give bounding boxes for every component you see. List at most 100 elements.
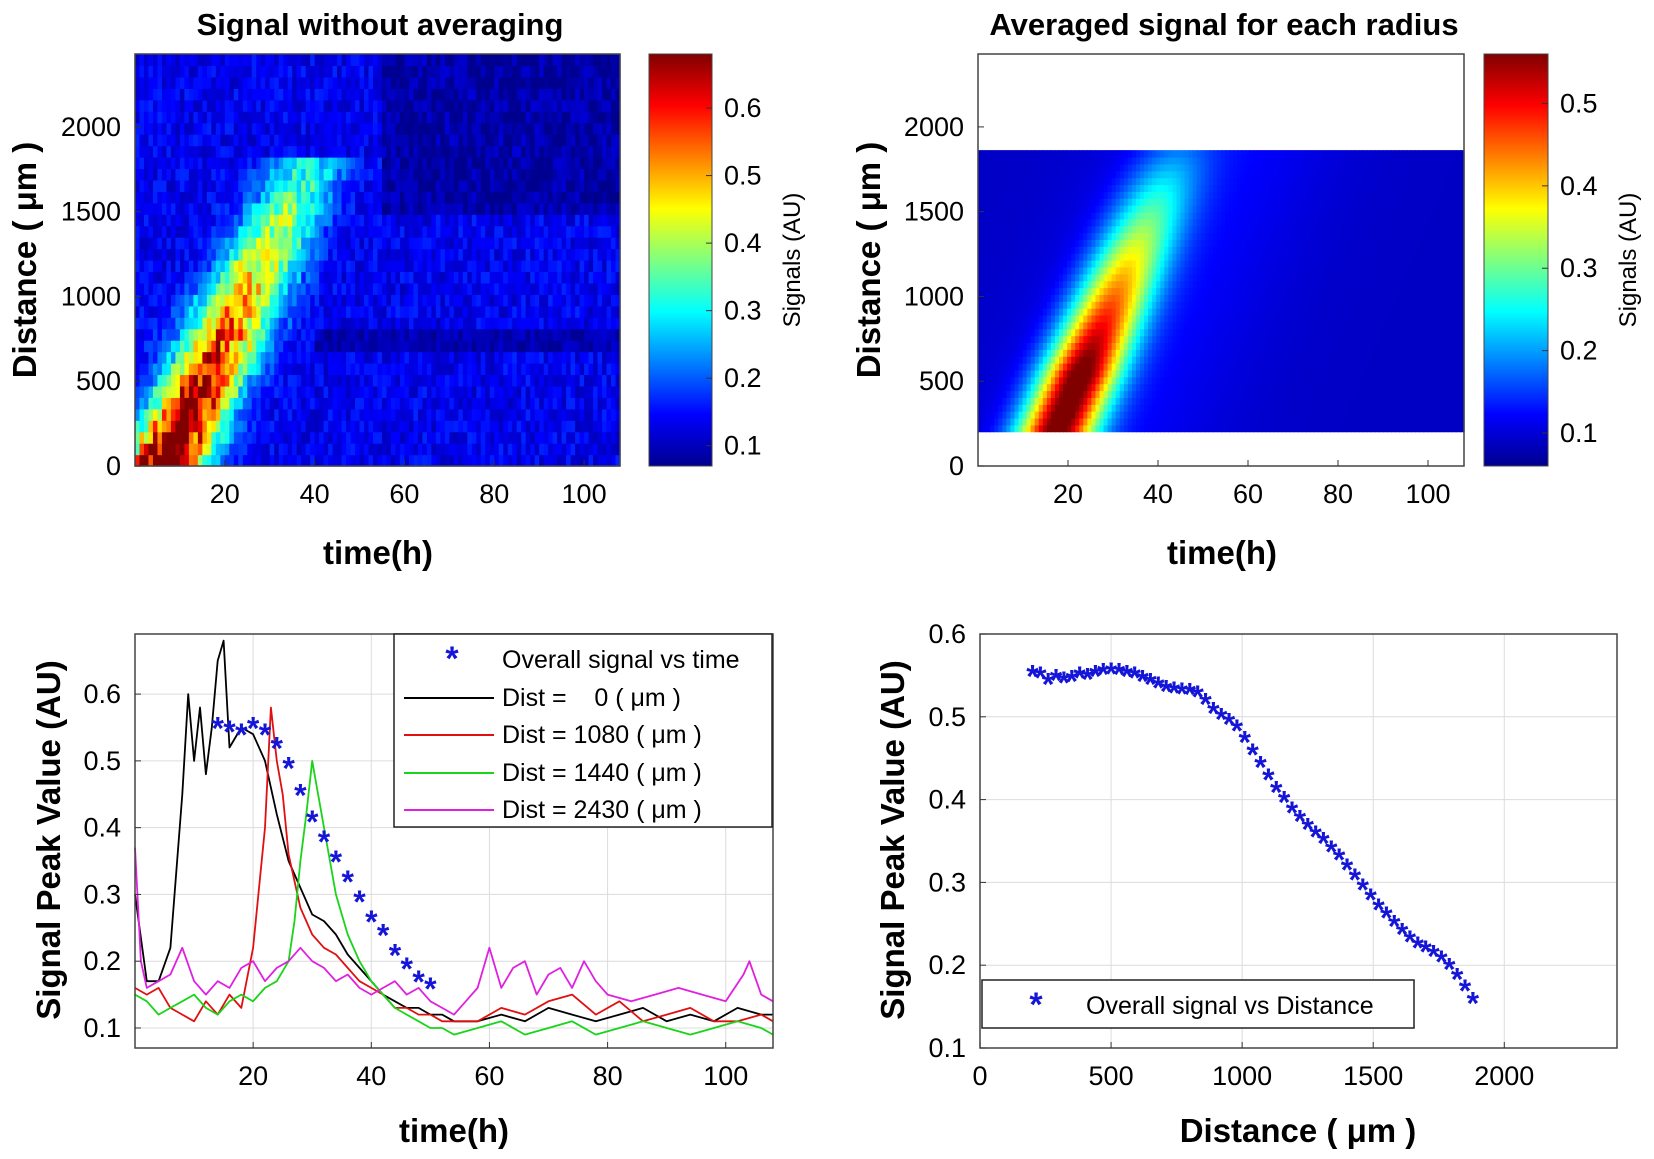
heatmap-cell (310, 420, 316, 433)
heatmap-cell (328, 408, 334, 421)
heatmap-cell (426, 122, 432, 135)
heatmap-cell (170, 134, 177, 147)
heatmap-cell (1091, 376, 1097, 385)
heatmap-cell (611, 260, 617, 273)
heatmap-cell (143, 111, 150, 124)
heatmap-cell (1168, 424, 1173, 433)
heatmap-cell (611, 420, 617, 433)
heatmap-cell (350, 225, 356, 238)
heatmap-cell (1451, 390, 1457, 398)
heatmap-cell (458, 420, 464, 433)
heatmap-cell (287, 122, 293, 135)
heatmap-cell (1407, 383, 1412, 392)
heatmap-cell (283, 65, 289, 78)
heatmap-cell (364, 351, 370, 364)
heatmap-cell (471, 454, 477, 467)
heatmap-cell (579, 420, 585, 433)
heatmap-cell (161, 134, 168, 147)
heatmap-cell (346, 385, 352, 398)
heatmap-cell (233, 248, 239, 261)
heatmap-cell (413, 134, 419, 147)
heatmap-cell (1277, 404, 1283, 412)
heatmap-cell (597, 237, 603, 250)
heatmap-cell (413, 420, 419, 433)
heatmap-cell (1014, 411, 1020, 419)
heatmap-cell (238, 340, 244, 353)
heatmap-cell (588, 76, 594, 89)
heatmap-cell (211, 76, 217, 89)
heatmap-cell (359, 397, 365, 410)
heatmap-cell (611, 363, 617, 376)
heatmap-cell (588, 317, 594, 330)
heatmap-cell (435, 431, 441, 444)
heatmap-cell (1095, 383, 1101, 392)
heatmap-cell (435, 420, 441, 433)
heatmap-cell (453, 179, 459, 192)
heatmap-cell (552, 351, 558, 364)
heatmap-cell (990, 404, 995, 412)
heatmap-cell (602, 54, 608, 67)
heatmap-cell (269, 237, 275, 250)
heatmap-cell (525, 248, 531, 261)
heatmap-cell (1229, 411, 1234, 419)
heatmap-cell (175, 225, 181, 238)
heatmap-cell (355, 157, 361, 170)
heatmap-cell (1455, 390, 1461, 398)
heatmap-cell (197, 385, 203, 398)
heatmap-cell (256, 408, 262, 421)
heatmap-cell (507, 111, 513, 124)
heatmap-cell (256, 168, 262, 181)
heatmap-cell (305, 65, 311, 78)
heatmap-cell (611, 191, 617, 204)
heatmap-cell (426, 99, 432, 112)
heatmap-cell (440, 317, 446, 330)
heatmap-cell (310, 431, 316, 444)
heatmap-cell (1184, 417, 1190, 426)
heatmap-cell (1306, 369, 1311, 378)
heatmap-cell (135, 168, 141, 181)
heatmap-cell (179, 88, 185, 101)
heatmap-cell (543, 65, 549, 78)
heatmap-cell (305, 454, 311, 467)
heatmap-cell (584, 282, 590, 295)
heatmap-cell (1447, 411, 1453, 419)
heatmap-cell (1014, 376, 1020, 385)
heatmap-cell (471, 225, 477, 238)
heatmap-cell (197, 179, 203, 192)
heatmap-cell (404, 374, 410, 387)
heatmap-cell (305, 420, 311, 433)
heatmap-cell (143, 317, 150, 330)
heatmap-cell (350, 99, 356, 112)
y-tick-label: 0 (106, 451, 121, 481)
heatmap-cell (386, 294, 392, 307)
heatmap-cell (1322, 417, 1327, 426)
heatmap-cell (422, 374, 428, 387)
heatmap-cell (1261, 397, 1267, 405)
heatmap-cell (498, 88, 504, 101)
heatmap-cell (458, 225, 464, 238)
heatmap-cell (143, 225, 150, 238)
heatmap-cell (301, 431, 307, 444)
heatmap-cell (328, 374, 334, 387)
heatmap-cell (1196, 417, 1202, 426)
heatmap-cell (350, 431, 356, 444)
heatmap-cell (1071, 397, 1076, 405)
heatmap-cell (386, 65, 392, 78)
heatmap-cell (337, 145, 343, 158)
heatmap-cell (1241, 376, 1246, 385)
heatmap-cell (346, 76, 352, 89)
heatmap-cell (1297, 376, 1303, 385)
heatmap-cell (982, 404, 987, 412)
heatmap-cell (238, 134, 244, 147)
heatmap-cell (606, 168, 612, 181)
heatmap-cell (467, 374, 473, 387)
heatmap-cell (157, 99, 163, 112)
heatmap-cell (1050, 376, 1056, 385)
heatmap-cell (566, 237, 572, 250)
heatmap-cell (399, 122, 406, 135)
heatmap-cell (179, 54, 185, 67)
heatmap-cell (462, 340, 468, 353)
heatmap-cell (157, 168, 163, 181)
heatmap-cell (404, 408, 410, 421)
heatmap-cell (148, 363, 154, 376)
